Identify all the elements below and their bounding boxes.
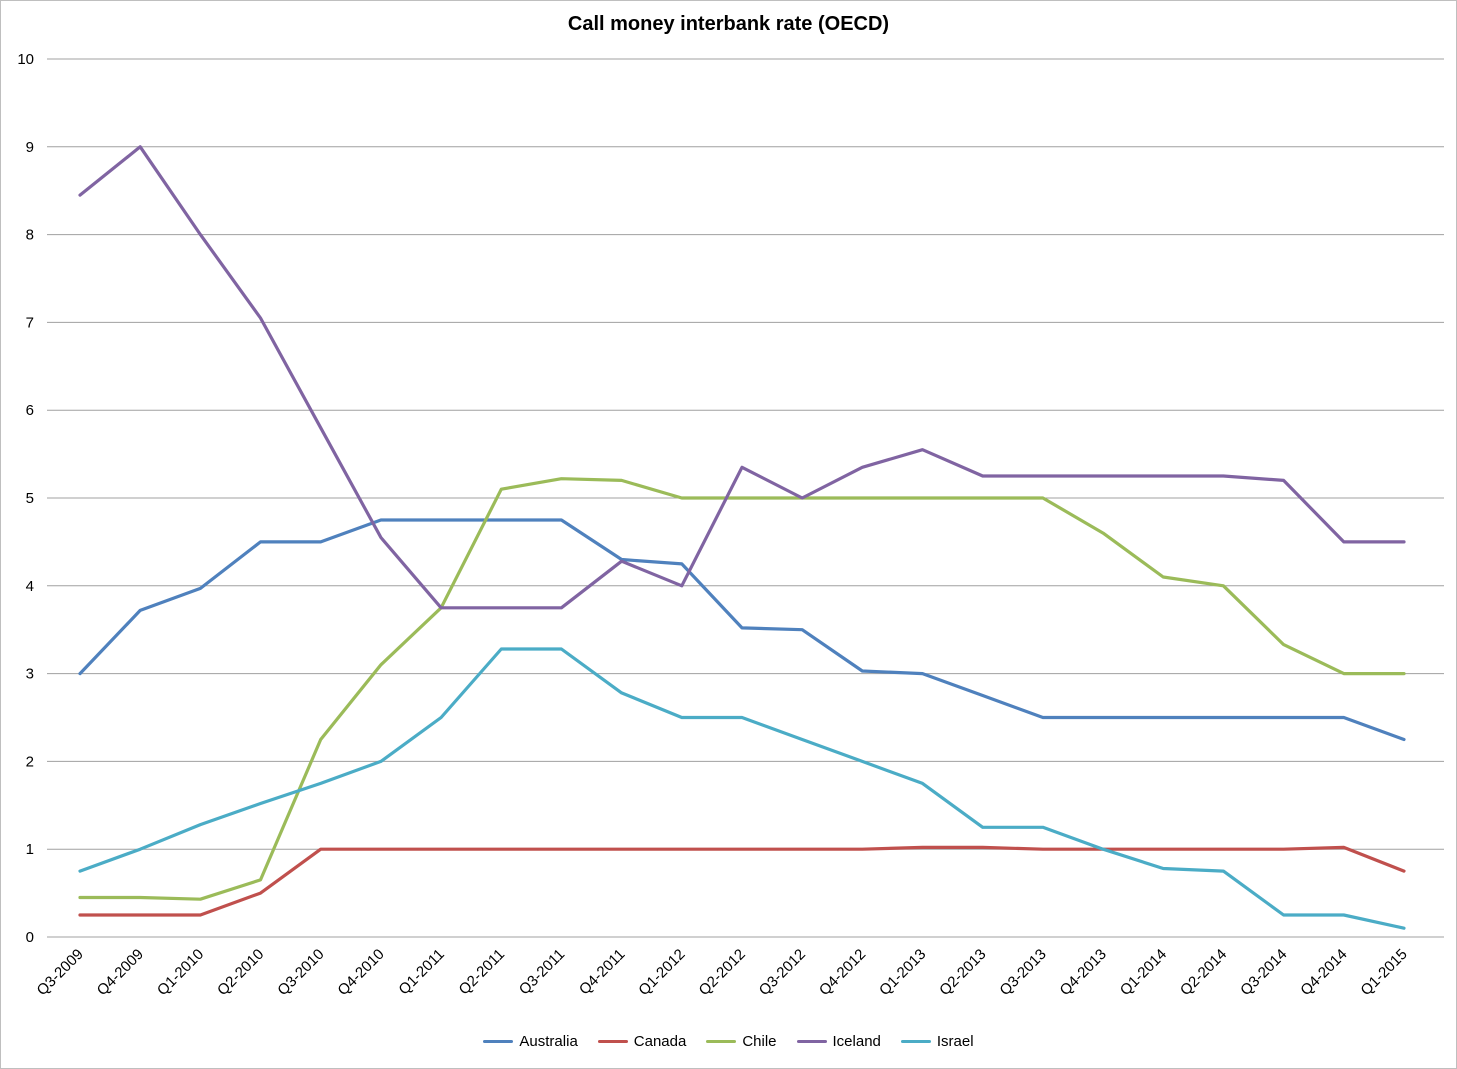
series-line-chile — [78, 477, 1406, 901]
y-tick-label: 5 — [26, 490, 34, 507]
x-tick-label: Q3-2014 — [1237, 946, 1290, 999]
legend-swatch — [483, 1039, 514, 1044]
y-tick-label: 10 — [17, 51, 34, 68]
series-line-australia — [78, 518, 1406, 742]
legend-label: Chile — [742, 1033, 777, 1050]
legend-label: Australia — [519, 1033, 578, 1050]
x-tick-label: Q4-2011 — [576, 946, 629, 999]
y-tick-label: 3 — [26, 666, 34, 683]
legend-swatch — [900, 1039, 931, 1044]
legend-item-canada: Canada — [597, 1033, 687, 1050]
legend: Australia Canada Chile Iceland Israel — [1, 1033, 1456, 1050]
legend-item-australia: Australia — [483, 1033, 578, 1050]
gridlines — [47, 58, 1444, 938]
y-tick-label: 9 — [26, 139, 34, 156]
x-tick-label: Q4-2012 — [816, 946, 869, 999]
series-line-iceland — [78, 145, 1406, 610]
x-tick-label: Q1-2010 — [154, 946, 207, 999]
y-tick-label: 6 — [26, 402, 34, 419]
legend-item-iceland: Iceland — [796, 1033, 881, 1050]
legend-label: Iceland — [832, 1033, 881, 1050]
legend-label: Canada — [633, 1033, 687, 1050]
y-tick-label: 0 — [26, 929, 34, 946]
x-tick-label: Q3-2011 — [516, 946, 569, 999]
x-tick-label: Q3-2010 — [274, 946, 327, 999]
x-tick-label: Q2-2011 — [456, 946, 509, 999]
x-tick-label: Q2-2012 — [696, 946, 749, 999]
series-line-canada — [78, 845, 1406, 917]
y-tick-label: 4 — [26, 578, 34, 595]
legend-swatch — [706, 1039, 737, 1044]
x-tick-label: Q4-2010 — [334, 946, 387, 999]
x-tick-label: Q3-2013 — [996, 946, 1049, 999]
x-axis-labels: Q3-2009 Q4-2009 Q1-2010 Q2-2010 Q3-2010 Q4-20… — [34, 946, 1411, 999]
x-tick-label: Q1-2012 — [635, 946, 688, 999]
y-tick-label: 8 — [26, 227, 34, 244]
x-tick-label: Q1-2011 — [395, 946, 448, 999]
x-tick-label: Q4-2013 — [1057, 946, 1110, 999]
x-tick-label: Q1-2014 — [1117, 946, 1170, 999]
x-tick-label: Q2-2014 — [1177, 946, 1230, 999]
legend-item-chile: Chile — [706, 1033, 777, 1050]
legend-label: Israel — [936, 1033, 974, 1050]
legend-item-israel: Israel — [900, 1033, 974, 1050]
y-tick-label: 7 — [26, 314, 34, 331]
legend-swatch — [597, 1039, 628, 1044]
x-tick-label: Q3-2012 — [756, 946, 809, 999]
legend-swatch — [796, 1039, 827, 1044]
x-tick-label: Q4-2014 — [1297, 946, 1350, 999]
y-tick-label: 1 — [26, 841, 34, 858]
x-tick-label: Q4-2009 — [94, 946, 147, 999]
x-tick-label: Q2-2013 — [936, 946, 989, 999]
chart-title: Call money interbank rate (OECD) — [567, 13, 890, 35]
x-tick-label: Q3-2009 — [34, 946, 87, 999]
x-tick-label: Q1-2013 — [876, 946, 929, 999]
y-tick-label: 2 — [26, 753, 34, 770]
x-tick-label: Q2-2010 — [214, 946, 267, 999]
series-line-israel — [78, 647, 1406, 930]
y-axis-labels: 0 1 2 3 4 5 6 7 8 9 10 — [17, 51, 34, 946]
x-tick-label: Q1-2015 — [1357, 946, 1410, 999]
